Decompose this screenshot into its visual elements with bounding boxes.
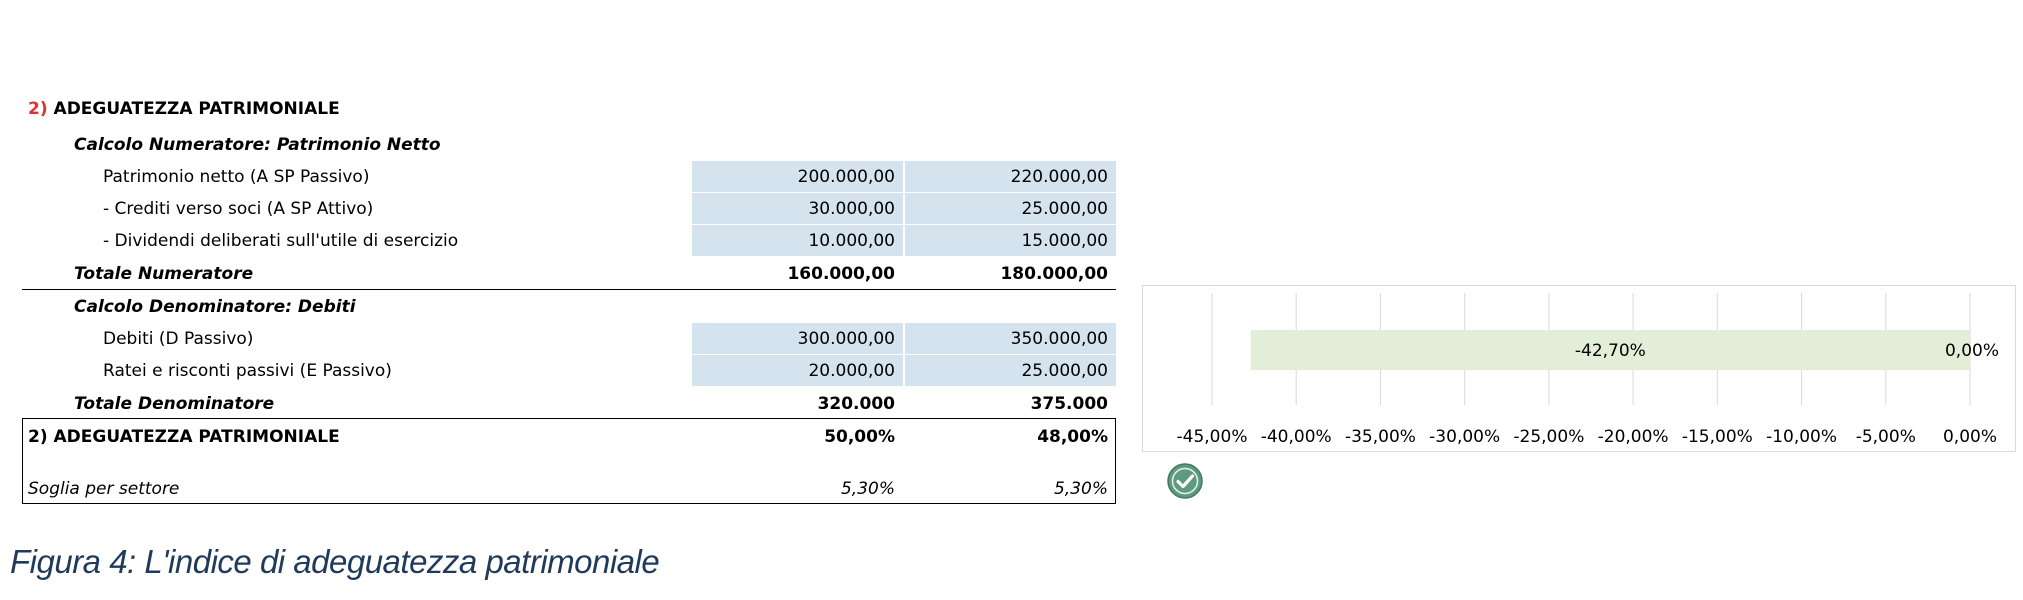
result-label: 2) ADEGUATEZZA PATRIMONIALE [28,427,340,447]
figure-caption: Figura 4: L'indice di adeguatezza patrim… [10,543,660,580]
threshold-row: Soglia per settore 5,30% 5,30% [28,473,1116,505]
section-number: 2) [28,99,48,119]
total-value: 160.000,00 [787,264,895,284]
denominatore-total-row: Totale Denominatore 320.000 375.000 [0,388,1116,420]
result-value: 48,00% [1037,427,1108,447]
chart-frame [1142,285,2016,452]
x-tick-label: -45,00% [1177,427,1248,447]
x-tick-label: -20,00% [1598,427,1669,447]
row-label: Patrimonio netto (A SP Passivo) [103,167,370,187]
threshold-value: 5,30% [840,479,895,499]
input-cell[interactable]: 350.000,00 [905,323,1116,354]
input-cell[interactable]: 10.000,00 [692,225,903,256]
input-cell[interactable]: 25.000,00 [905,355,1116,386]
x-tick-label: -35,00% [1345,427,1416,447]
numeratore-heading: Calcolo Numeratore: Patrimonio Netto [74,135,441,155]
input-cell[interactable]: 25.000,00 [905,193,1116,224]
x-tick-label: -5,00% [1856,427,1916,447]
row-label: Debiti (D Passivo) [103,329,254,349]
table-row: Debiti (D Passivo) 300.000,00 350.000,00 [0,323,1116,355]
row-label: - Crediti verso soci (A SP Attivo) [103,199,374,219]
total-value: 375.000 [1030,394,1108,414]
table-row: - Crediti verso soci (A SP Attivo) 30.00… [0,193,1116,225]
input-cell[interactable]: 200.000,00 [692,161,903,192]
input-cell[interactable]: 20.000,00 [692,355,903,386]
x-tick-label: -30,00% [1429,427,1500,447]
section-title-text: ADEGUATEZZA PATRIMONIALE [53,99,340,119]
denominatore-heading: Calcolo Denominatore: Debiti [74,297,356,317]
denominatore-heading-row: Calcolo Denominatore: Debiti [0,291,1116,323]
threshold-value: 5,30% [1053,479,1108,499]
divider [22,289,1116,290]
total-label: Totale Numeratore [74,264,254,284]
result-value: 50,00% [824,427,895,447]
input-cell[interactable]: 300.000,00 [692,323,903,354]
threshold-label: Soglia per settore [28,479,180,499]
row-label: Ratei e risconti passivi (E Passivo) [103,361,392,381]
total-value: 320.000 [817,394,895,414]
check-circle-icon [1167,463,1203,499]
total-label: Totale Denominatore [74,394,275,414]
data-label: -42,70% [1575,341,1646,361]
row-label: - Dividendi deliberati sull'utile di ese… [103,231,459,251]
table-row: - Dividendi deliberati sull'utile di ese… [0,225,1116,257]
total-value: 180.000,00 [1000,264,1108,284]
section-title: 2) ADEGUATEZZA PATRIMONIALE [28,97,340,121]
numeratore-heading-row: Calcolo Numeratore: Patrimonio Netto [0,129,1116,161]
result-row: 2) ADEGUATEZZA PATRIMONIALE 50,00% 48,00… [28,421,1116,453]
input-cell[interactable]: 220.000,00 [905,161,1116,192]
numeratore-total-row: Totale Numeratore 160.000,00 180.000,00 [0,258,1116,290]
x-tick-label: -15,00% [1682,427,1753,447]
x-tick-label: -25,00% [1513,427,1584,447]
bar-chart: -42,70% 0,00% -45,00% -40,00% -35,00% -30,00%… [1177,293,1999,447]
x-tick-label: -10,00% [1766,427,1837,447]
table-row: Patrimonio netto (A SP Passivo) 200.000,… [0,161,1116,193]
table-row: Ratei e risconti passivi (E Passivo) 20.… [0,355,1116,387]
input-cell[interactable]: 30.000,00 [692,193,903,224]
bar [1250,330,1970,370]
x-tick-label: 0,00% [1943,427,1997,447]
data-label: 0,00% [1945,341,1999,361]
result-box [22,418,1116,504]
x-tick-label: -40,00% [1261,427,1332,447]
input-cell[interactable]: 15.000,00 [905,225,1116,256]
